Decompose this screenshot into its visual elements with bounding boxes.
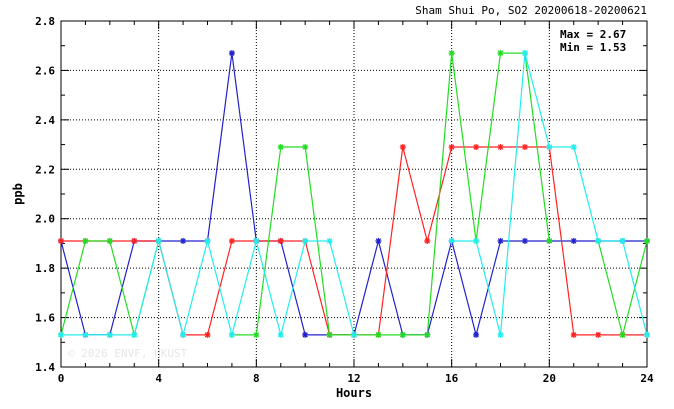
data-point xyxy=(106,237,113,244)
data-point xyxy=(204,331,211,338)
series-layer xyxy=(58,50,650,338)
data-point xyxy=(570,237,577,244)
data-point xyxy=(180,237,187,244)
data-point xyxy=(228,237,235,244)
data-point xyxy=(497,237,504,244)
data-point xyxy=(82,237,89,244)
data-point xyxy=(546,144,553,151)
x-tick-label: 8 xyxy=(253,372,260,385)
data-point xyxy=(570,144,577,151)
data-point xyxy=(644,237,650,244)
data-point xyxy=(302,144,309,151)
x-tick-label: 20 xyxy=(543,372,556,385)
x-axis-title: Hours xyxy=(336,386,372,400)
x-tick-label: 0 xyxy=(58,372,65,385)
data-point xyxy=(473,144,480,151)
y-tick-label: 1.4 xyxy=(35,361,55,374)
data-point xyxy=(228,50,235,57)
data-point xyxy=(58,237,64,244)
data-point xyxy=(277,144,284,151)
data-point xyxy=(546,237,553,244)
data-point xyxy=(448,144,455,151)
data-point xyxy=(521,144,528,151)
x-tick-label: 12 xyxy=(347,372,360,385)
data-point xyxy=(473,237,480,244)
data-point xyxy=(619,237,626,244)
data-point xyxy=(131,331,138,338)
data-point xyxy=(424,237,431,244)
data-point xyxy=(326,237,333,244)
x-tick-label: 24 xyxy=(640,372,654,385)
data-point xyxy=(253,331,260,338)
data-point xyxy=(326,331,333,338)
data-point xyxy=(473,331,480,338)
data-point xyxy=(58,331,64,338)
data-point xyxy=(448,50,455,57)
data-point xyxy=(302,331,309,338)
data-point xyxy=(277,331,284,338)
data-point xyxy=(399,144,406,151)
x-tick-label: 16 xyxy=(445,372,459,385)
data-point xyxy=(497,331,504,338)
data-point xyxy=(155,237,162,244)
data-point xyxy=(521,237,528,244)
data-point xyxy=(595,237,602,244)
y-tick-label: 1.6 xyxy=(35,312,55,325)
x-tick-label: 4 xyxy=(155,372,162,385)
y-tick-label: 2.2 xyxy=(35,163,55,176)
grid-lines xyxy=(61,21,647,367)
data-point xyxy=(424,331,431,338)
data-point xyxy=(497,50,504,57)
data-point xyxy=(351,331,357,338)
data-point xyxy=(180,331,187,338)
min-label: Min = 1.53 xyxy=(560,41,626,54)
y-tick-label: 1.8 xyxy=(35,262,55,275)
data-point xyxy=(375,331,382,338)
y-tick-label: 2.4 xyxy=(35,114,55,127)
data-point xyxy=(253,237,260,244)
y-axis-title: ppb xyxy=(11,183,25,205)
data-point xyxy=(497,144,504,151)
series-3 xyxy=(58,50,650,338)
data-point xyxy=(82,331,89,338)
data-point xyxy=(399,331,406,338)
watermark: © 2026 ENVF, HKUST xyxy=(68,347,188,360)
data-point xyxy=(131,237,138,244)
data-point xyxy=(375,237,382,244)
data-point xyxy=(521,50,528,57)
max-label: Max = 2.67 xyxy=(560,28,626,41)
y-tick-label: 2.6 xyxy=(35,64,55,77)
data-point xyxy=(106,331,113,338)
data-point xyxy=(644,331,650,338)
chart-title: Sham Shui Po, SO2 20200618-20200621 xyxy=(415,4,647,17)
y-tick-label: 2.0 xyxy=(35,213,55,226)
data-point xyxy=(228,331,235,338)
data-point xyxy=(619,331,626,338)
data-point xyxy=(302,237,309,244)
data-point xyxy=(448,237,455,244)
data-point xyxy=(204,237,211,244)
data-point xyxy=(570,331,577,338)
data-point xyxy=(277,237,284,244)
y-tick-label: 2.8 xyxy=(35,15,55,28)
data-point xyxy=(595,331,602,338)
